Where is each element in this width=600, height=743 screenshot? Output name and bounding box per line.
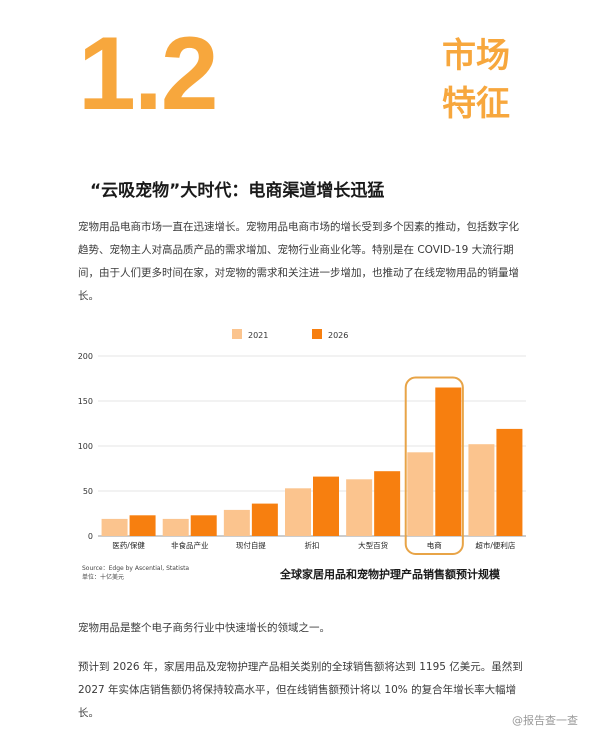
x-tick-label: 非食品产业 xyxy=(171,540,209,550)
bar-2026 xyxy=(190,515,217,536)
legend-swatch-2026 xyxy=(312,329,322,339)
x-tick-label: 现付自提 xyxy=(236,540,266,550)
legend-label: 2026 xyxy=(328,331,348,340)
bar-2021 xyxy=(285,488,311,536)
bar-2026 xyxy=(496,428,523,536)
y-tick-label: 0 xyxy=(88,532,93,541)
highlight-frame xyxy=(404,376,464,555)
x-tick-label: 超市/便利店 xyxy=(475,540,516,550)
section-number: 1.2 xyxy=(78,16,219,132)
chart-caption: 全球家居用品和宠物护理产品销售额预计规模 xyxy=(280,568,500,581)
bar-2021 xyxy=(346,479,373,536)
y-tick-label: 150 xyxy=(78,397,93,406)
bar-2026 xyxy=(251,503,278,536)
legend-swatch-2021 xyxy=(232,329,242,339)
sales-bar-chart: 0 50 100 150 200 医药/保健 非食品产业 现付自提 折扣 大型百货 电商 超市/便利店… xyxy=(76,318,536,598)
watermark: @报告查一查 xyxy=(512,714,578,727)
bar-2021 xyxy=(223,509,250,536)
paragraph-3-text: 预计到 2026 年，家居用品及宠物护理产品相关类别的全球销售额将达到 1195… xyxy=(78,661,523,719)
x-tick-label: 电商 xyxy=(427,540,442,550)
y-tick-label: 50 xyxy=(83,487,93,496)
section-title: 市场 特征 xyxy=(420,32,510,128)
bar-2026 xyxy=(129,515,156,536)
chart-source: Source：Edge by Ascential, Statista 单位：十亿… xyxy=(82,564,189,582)
legend-label: 2021 xyxy=(248,331,268,340)
article-heading: “云吸宠物”大时代：电商渠道增长迅猛 xyxy=(90,181,385,201)
source-line: Source：Edge by Ascential, Statista xyxy=(82,565,190,572)
bar-2021 xyxy=(407,452,434,536)
paragraph-3: 预计到 2026 年，家居用品及宠物护理产品相关类别的全球销售额将达到 1195… xyxy=(78,656,523,725)
bar-2026 xyxy=(374,471,401,536)
paragraph-2: 宠物用品是整个电子商务行业中快速增长的领域之一。 xyxy=(78,617,523,640)
bar-2021 xyxy=(468,444,495,536)
section-title-line2: 特征 xyxy=(442,84,510,124)
intro-paragraph: 宠物用品电商市场一直在迅速增长。宠物用品电商市场的增长受到多个因素的推动，包括数… xyxy=(78,216,523,308)
paragraph-2-text: 宠物用品是整个电子商务行业中快速增长的领域之一。 xyxy=(78,622,330,634)
x-tick-label: 折扣 xyxy=(305,540,320,550)
section-title-line1: 市场 xyxy=(442,36,510,76)
bar-2021 xyxy=(162,518,189,536)
unit-line: 单位：十亿美元 xyxy=(82,574,125,581)
bar-2026 xyxy=(435,387,462,536)
bar-2026 xyxy=(313,476,339,536)
chart-svg: 0 50 100 150 200 医药/保健 非食品产业 现付自提 折扣 大型百货 电商 超市/便利店… xyxy=(78,329,526,555)
y-tick-label: 200 xyxy=(78,352,93,361)
y-tick-label: 100 xyxy=(78,442,93,451)
x-tick-label: 医药/保健 xyxy=(112,540,145,550)
bar-2021 xyxy=(101,518,128,536)
x-tick-label: 大型百货 xyxy=(358,540,388,550)
intro-text: 宠物用品电商市场一直在迅速增长。宠物用品电商市场的增长受到多个因素的推动，包括数… xyxy=(78,221,519,302)
